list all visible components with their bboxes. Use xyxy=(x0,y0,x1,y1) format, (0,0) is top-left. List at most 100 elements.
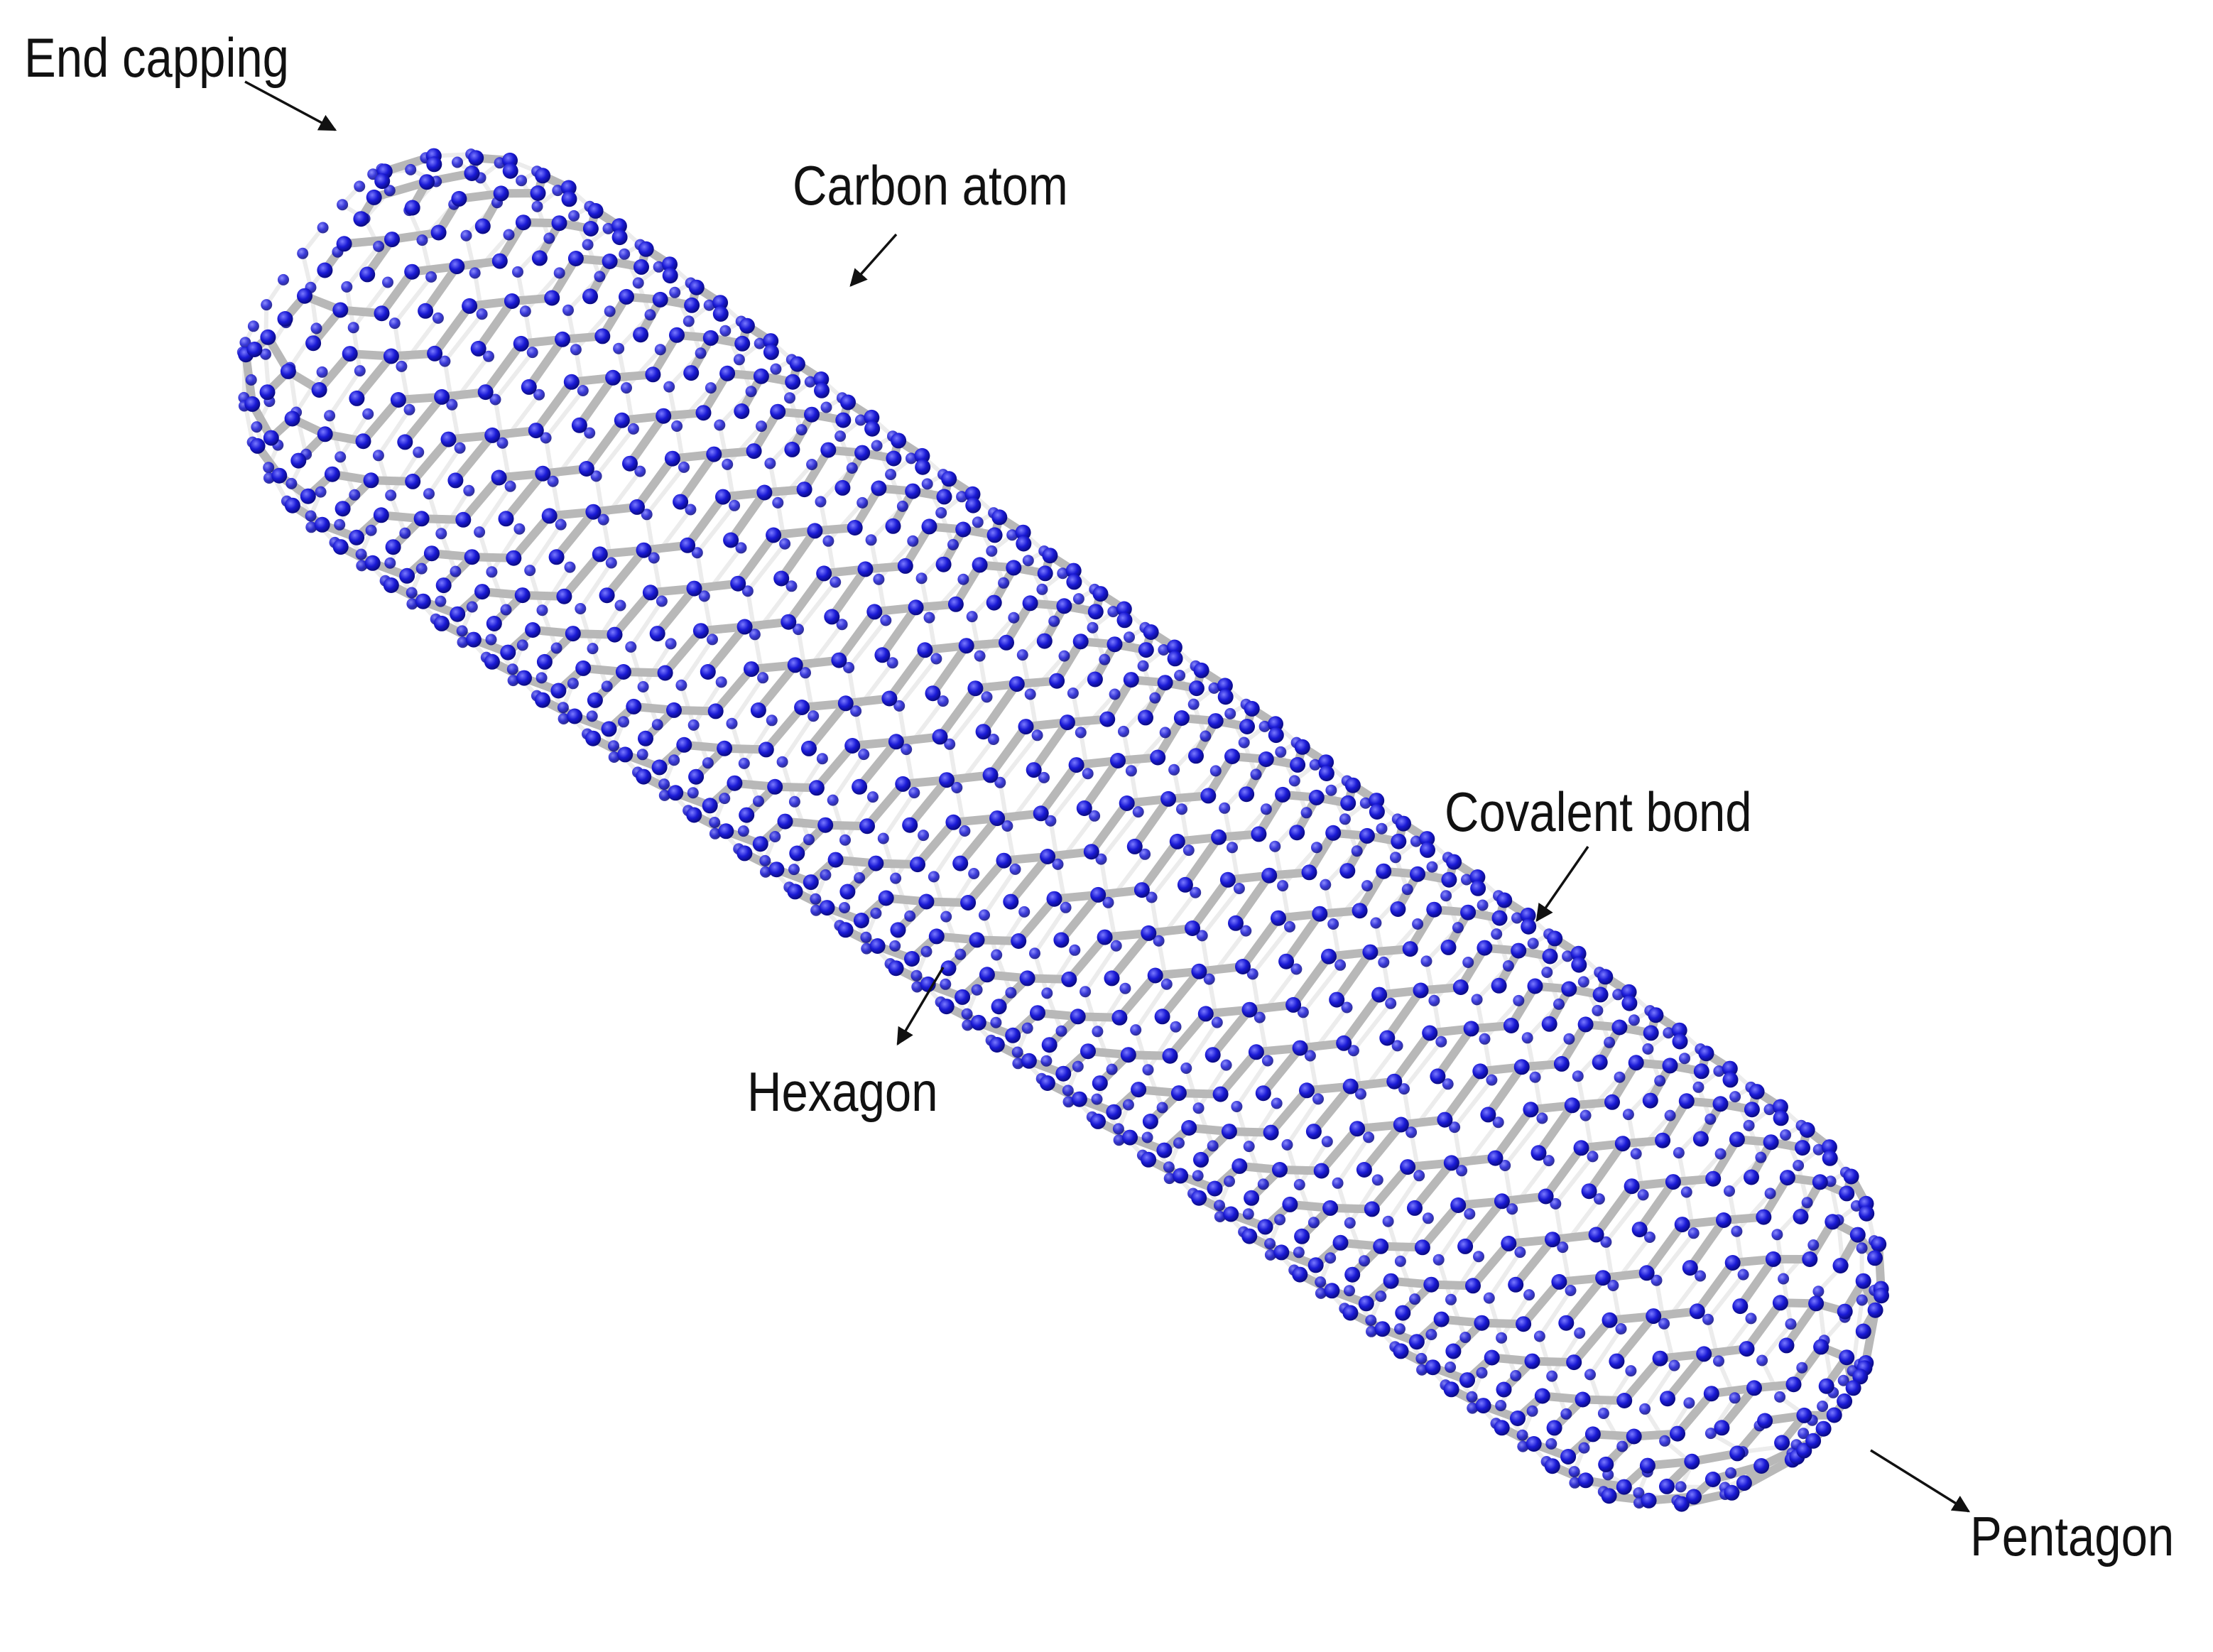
carbon-atom xyxy=(982,767,999,783)
carbon-atom xyxy=(706,446,722,462)
carbon-atom xyxy=(562,304,574,316)
carbon-atom xyxy=(305,335,322,352)
carbon-atom xyxy=(979,967,995,983)
carbon-atom xyxy=(1309,759,1321,771)
carbon-atom xyxy=(1030,1005,1045,1021)
carbon-atom xyxy=(734,403,750,419)
covalent-bond xyxy=(1216,1048,1261,1099)
covalent-bond xyxy=(351,325,362,374)
carbon-atom xyxy=(1244,700,1260,717)
carbon-atom xyxy=(970,1014,986,1031)
carbon-atom xyxy=(1258,720,1271,732)
covalent-bond xyxy=(1440,1067,1485,1124)
carbon-atom xyxy=(332,539,349,555)
carbon-atom xyxy=(1405,1126,1418,1139)
carbon-atom xyxy=(1315,1287,1327,1299)
carbon-atom xyxy=(908,787,920,799)
carbon-atom xyxy=(1400,1159,1416,1175)
carbon-atom xyxy=(1712,1096,1729,1112)
covalent-bond xyxy=(776,462,815,505)
carbon-atom xyxy=(1683,1397,1695,1409)
covalent-bond xyxy=(1184,1066,1201,1111)
carbon-atom xyxy=(1778,1337,1795,1354)
carbon-atom xyxy=(1581,1183,1597,1200)
carbon-atom xyxy=(1141,1131,1153,1143)
carbon-atom xyxy=(766,527,782,543)
covalent-bond xyxy=(1070,691,1083,735)
carbon-atom xyxy=(1271,1097,1283,1109)
carbon-atom xyxy=(1141,1151,1157,1168)
covalent-bond xyxy=(442,312,484,364)
carbon-atom xyxy=(1516,1429,1528,1441)
covalent-bond xyxy=(578,607,595,651)
carbon-atom xyxy=(1040,1055,1053,1067)
carbon-atom xyxy=(1394,1255,1406,1267)
carbon-atom xyxy=(608,751,620,763)
carbon-atom xyxy=(504,293,520,309)
covalent-bond xyxy=(1006,852,1053,906)
covalent-bond xyxy=(531,377,576,435)
carbon-atom xyxy=(474,218,491,234)
carbon-atom xyxy=(1358,1295,1374,1312)
carbon-atom xyxy=(1452,922,1464,934)
carbon-atom xyxy=(726,717,738,729)
carbon-atom xyxy=(435,528,447,540)
covalent-bond xyxy=(1087,799,1131,857)
carbon-atom xyxy=(383,577,399,593)
carbon-atom xyxy=(904,951,920,967)
covalent-bond xyxy=(969,614,982,658)
covalent-bond xyxy=(754,661,800,714)
carbon-atom xyxy=(1503,1018,1519,1033)
covalent-bond xyxy=(489,526,522,575)
carbon-atom xyxy=(1452,979,1469,995)
carbon-atom xyxy=(971,984,983,996)
carbon-atom xyxy=(1217,678,1233,694)
carbon-atom xyxy=(921,518,937,535)
carbon-atom xyxy=(642,585,658,601)
carbon-atom xyxy=(1410,866,1425,882)
carbon-atom xyxy=(1012,1058,1024,1070)
covalent-bond xyxy=(1234,1058,1270,1109)
carbon-atom xyxy=(1243,1141,1255,1153)
carbon-atom xyxy=(1802,1251,1818,1267)
carbon-atom xyxy=(477,384,494,401)
carbon-atom xyxy=(466,601,478,613)
carbon-atom xyxy=(727,775,743,791)
covalent-bond xyxy=(566,308,578,352)
carbon-atom xyxy=(989,810,1006,827)
carbon-atom xyxy=(1138,642,1154,658)
covalent-bond xyxy=(998,733,1040,785)
carbon-atom xyxy=(636,768,652,785)
covalent-bond xyxy=(1601,1411,1625,1449)
carbon-atom xyxy=(664,450,680,467)
carbon-atom xyxy=(1461,874,1472,886)
carbon-atom xyxy=(822,535,834,547)
carbon-atom xyxy=(1390,901,1406,917)
carbon-atom xyxy=(1154,1009,1170,1025)
covalent-bond xyxy=(1014,894,1059,945)
carbon-atom xyxy=(277,311,293,327)
carbon-atom xyxy=(918,830,930,842)
carbon-atom xyxy=(1240,925,1252,937)
carbon-atom xyxy=(1322,1200,1339,1216)
carbon-atom xyxy=(788,864,800,876)
covalent-bond xyxy=(956,814,1002,868)
carbon-atom xyxy=(719,325,732,337)
carbon-atom xyxy=(335,501,351,517)
carbon-atom xyxy=(671,420,683,432)
carbon-atom xyxy=(1097,929,1113,945)
carbon-atom xyxy=(1592,987,1609,1003)
carbon-atom xyxy=(557,702,569,714)
carbon-atom xyxy=(1855,1323,1871,1339)
carbon-atom xyxy=(1344,1285,1355,1297)
covalent-bond xyxy=(1282,909,1325,966)
carbon-atom xyxy=(324,410,336,422)
carbon-atom xyxy=(1530,1145,1547,1161)
carbon-atom xyxy=(575,603,587,614)
carbon-atom xyxy=(489,393,501,406)
carbon-atom xyxy=(486,566,498,578)
carbon-atom xyxy=(1672,1033,1688,1050)
carbon-atom xyxy=(1339,863,1356,879)
carbon-atom xyxy=(423,488,435,500)
carbon-atom xyxy=(1467,1402,1479,1414)
